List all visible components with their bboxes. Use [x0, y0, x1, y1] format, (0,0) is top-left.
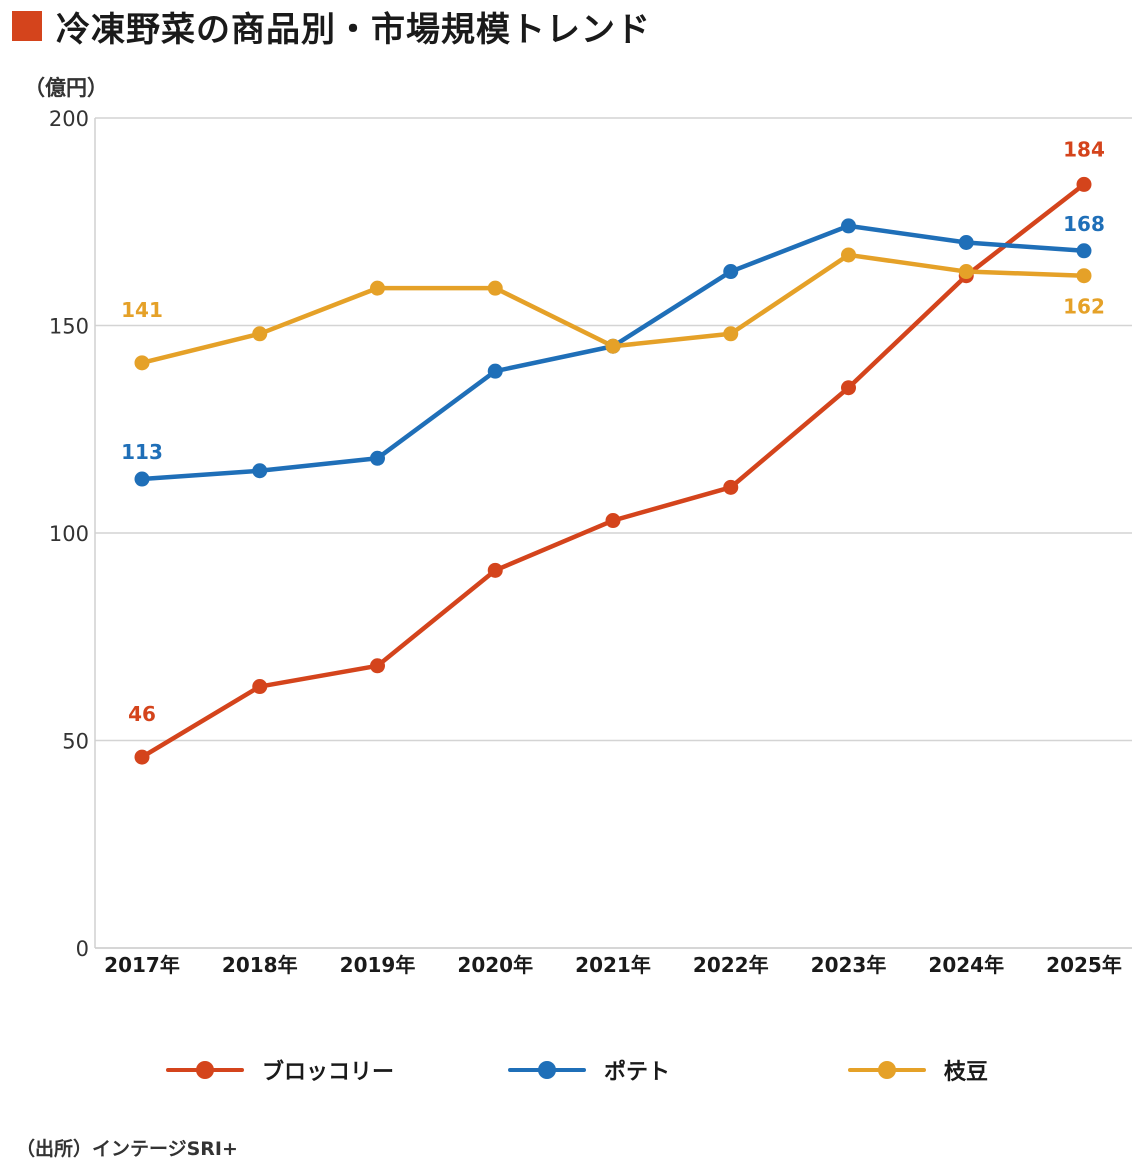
data-point [487, 280, 503, 296]
data-point [723, 479, 739, 495]
x-tick-label: 2024年 [928, 953, 1004, 977]
data-point [841, 247, 856, 263]
data-point [1076, 176, 1092, 192]
legend-item: 枝豆 [848, 1050, 988, 1090]
x-tick-label: 2022年 [693, 953, 769, 977]
data-point [370, 658, 385, 674]
data-label: 184 [1063, 137, 1105, 161]
data-point [1076, 268, 1092, 284]
legend-item: ブロッコリー [166, 1050, 394, 1090]
x-tick-label: 2017年 [104, 953, 180, 977]
data-point [134, 471, 150, 487]
data-point [370, 450, 385, 466]
x-tick-label: 2020年 [457, 953, 533, 977]
x-tick-label: 2019年 [340, 953, 416, 977]
title-square-icon [12, 11, 42, 41]
legend-marker-icon [166, 1060, 244, 1080]
data-label: 141 [121, 298, 163, 322]
legend-marker-icon [848, 1060, 926, 1080]
y-tick-label: 200 [49, 107, 89, 131]
x-tick-label: 2023年 [811, 953, 887, 977]
data-label: 113 [121, 440, 163, 464]
data-point [1076, 243, 1092, 259]
x-tick-label: 2018年 [222, 953, 298, 977]
data-point [958, 264, 974, 280]
y-tick-label: 0 [76, 937, 89, 961]
data-label: 168 [1063, 212, 1105, 236]
data-point [487, 562, 503, 578]
y-tick-label: 100 [49, 522, 89, 546]
data-point [252, 326, 268, 342]
y-axis-unit-label: （億円） [24, 76, 108, 100]
x-tick-label: 2021年 [575, 953, 651, 977]
data-point [370, 280, 385, 296]
legend-marker-icon [508, 1060, 586, 1080]
data-point [487, 363, 503, 379]
y-tick-label: 50 [62, 730, 89, 754]
data-point [723, 264, 739, 280]
chart-title-row: 冷凍野菜の商品別・市場規模トレンド [12, 4, 651, 50]
data-point [958, 235, 974, 250]
x-tick-label: 2025年 [1046, 953, 1122, 977]
legend: ブロッコリー ポテト 枝豆 [0, 1050, 1140, 1090]
data-point [605, 338, 621, 354]
data-point [252, 679, 268, 695]
y-tick-label: 150 [49, 315, 89, 339]
data-point [841, 218, 856, 234]
data-point [841, 380, 856, 396]
legend-label: 枝豆 [944, 1060, 989, 1085]
legend-label: ポテト [604, 1060, 671, 1085]
data-label: 162 [1063, 295, 1105, 319]
data-point [134, 749, 150, 765]
data-point [723, 326, 739, 342]
chart-title: 冷凍野菜の商品別・市場規模トレンド [56, 9, 651, 50]
legend-item: ポテト [508, 1050, 670, 1090]
data-point [252, 463, 268, 479]
data-point [605, 513, 621, 529]
data-point [134, 355, 150, 371]
legend-label: ブロッコリー [262, 1060, 395, 1085]
data-label: 46 [128, 702, 156, 726]
source-note: （出所）インテージSRI+ [16, 1138, 238, 1160]
